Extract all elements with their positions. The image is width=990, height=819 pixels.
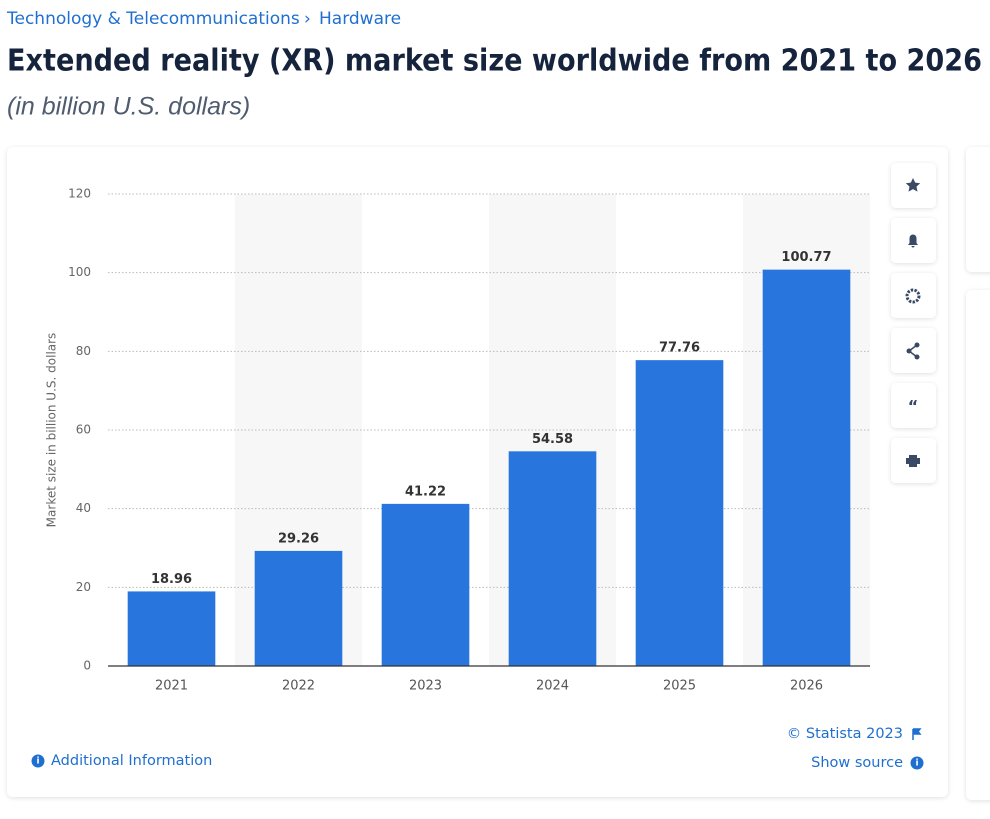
statista-credit[interactable]: © Statista 2023 xyxy=(787,726,903,742)
bar xyxy=(381,503,470,666)
settings-button[interactable] xyxy=(891,273,936,318)
additional-info-link[interactable]: Additional Information xyxy=(51,753,212,769)
bar xyxy=(127,591,216,666)
x-tick-label: 2022 xyxy=(282,679,315,694)
bar xyxy=(762,269,851,666)
flag-icon xyxy=(912,728,922,740)
x-tick-label: 2025 xyxy=(663,679,696,694)
breadcrumb-link[interactable]: Technology & Telecommunications xyxy=(6,9,300,29)
x-tick-label: 2021 xyxy=(155,679,188,694)
cite-button[interactable] xyxy=(891,383,936,428)
y-tick-label: 0 xyxy=(83,659,91,673)
value-label: 18.96 xyxy=(151,572,192,587)
bar xyxy=(635,360,724,666)
print-icon xyxy=(906,455,920,467)
share-button[interactable] xyxy=(891,328,936,373)
info-icon xyxy=(31,754,45,768)
value-label: 29.26 xyxy=(278,531,319,546)
x-tick-label: 2026 xyxy=(790,679,823,694)
info-icon-glyph: i xyxy=(36,757,39,767)
y-axis-title: Market size in billion U.S. dollars xyxy=(45,333,59,528)
y-tick-label: 20 xyxy=(76,580,91,594)
side-card xyxy=(966,290,990,800)
toolbar: “ xyxy=(891,163,936,483)
breadcrumb-separator: › xyxy=(304,9,311,29)
value-label: 54.58 xyxy=(532,432,573,447)
star-icon xyxy=(905,178,921,192)
chart-title: Extended reality (XR) market size worldw… xyxy=(7,44,982,79)
y-tick-label: 80 xyxy=(76,344,91,358)
share-icon xyxy=(906,342,920,360)
y-tick-label: 100 xyxy=(68,265,91,279)
info-icon xyxy=(910,756,924,770)
gear-icon xyxy=(905,288,921,304)
info-icon-glyph: i xyxy=(915,759,918,769)
bar xyxy=(254,550,343,666)
quote-icon: “ xyxy=(908,397,919,416)
bar xyxy=(508,451,597,666)
chart-subtitle: (in billion U.S. dollars) xyxy=(7,93,250,121)
value-label: 100.77 xyxy=(781,250,831,265)
side-card xyxy=(966,147,990,272)
bell-icon xyxy=(908,234,918,248)
value-label: 41.22 xyxy=(405,484,446,499)
y-tick-label: 40 xyxy=(76,501,91,515)
plot: 0 20 40 60 80 100 120 2021 18.96 2022 29.26 2023 41.… xyxy=(68,187,870,694)
y-tick-label: 120 xyxy=(68,187,91,201)
x-tick-label: 2024 xyxy=(536,679,569,694)
show-source-link[interactable]: Show source xyxy=(811,755,903,771)
x-tick-label: 2023 xyxy=(409,679,442,694)
value-label: 77.76 xyxy=(659,341,700,356)
breadcrumb-link[interactable]: Hardware xyxy=(319,9,401,29)
y-tick-label: 60 xyxy=(76,423,91,437)
